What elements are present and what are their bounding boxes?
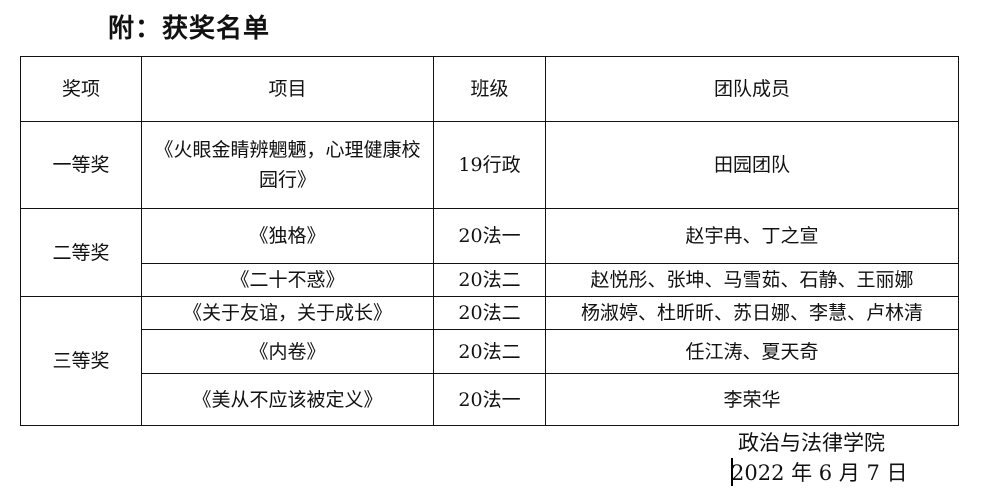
members-cell: 李荣华 — [545, 373, 959, 426]
class-cell: 20法一 — [433, 208, 546, 264]
project-cell: 《二十不惑》 — [141, 263, 434, 297]
class-cell: 20法二 — [433, 296, 546, 330]
class-cell: 20法二 — [433, 329, 546, 374]
class-cell: 19行政 — [433, 121, 546, 209]
table-row: 《内卷》 20法二 任江涛、夏天奇 — [21, 329, 959, 374]
award-cell: 三等奖 — [20, 296, 142, 426]
table-row: 《美从不应该被定义》 20法一 李荣华 — [21, 373, 959, 426]
award-table: 奖项 项目 班级 团队成员 一等奖 《火眼金睛辨魍魉，心理健康校园行》 19行政… — [20, 56, 959, 426]
footer-date-line[interactable]: 2022 年 6 月 7 日 — [731, 457, 908, 487]
table-header-row: 奖项 项目 班级 团队成员 — [20, 56, 959, 122]
class-cell: 20法二 — [433, 263, 546, 297]
members-cell: 田园团队 — [545, 121, 959, 209]
footer-organization: 政治与法律学院 — [738, 431, 885, 455]
footer-date: 2022 年 6 月 7 日 — [731, 461, 908, 485]
members-cell: 杨淑婷、杜昕昕、苏日娜、李慧、卢林清 — [545, 296, 959, 330]
members-cell: 赵悦彤、张坤、马雪茹、石静、王丽娜 — [545, 263, 959, 297]
table-row: 《二十不惑》 20法二 赵悦彤、张坤、马雪茹、石静、王丽娜 — [21, 263, 959, 297]
project-cell: 《独格》 — [141, 208, 434, 264]
members-cell: 任江涛、夏天奇 — [545, 329, 959, 374]
table-row: 二等奖 《独格》 20法一 赵宇冉、丁之宣 — [20, 208, 959, 297]
project-cell: 《内卷》 — [141, 329, 434, 374]
document-title: 附：获奖名单 — [108, 14, 271, 44]
header-class: 班级 — [433, 56, 546, 122]
header-award: 奖项 — [20, 56, 142, 122]
project-cell: 《火眼金睛辨魍魉，心理健康校园行》 — [141, 121, 434, 209]
members-cell: 赵宇冉、丁之宣 — [545, 208, 959, 264]
project-cell: 《美从不应该被定义》 — [141, 373, 434, 426]
award-cell: 一等奖 — [20, 121, 142, 209]
table-row: 一等奖 《火眼金睛辨魍魉，心理健康校园行》 19行政 田园团队 — [20, 121, 959, 209]
award-cell: 二等奖 — [20, 208, 142, 297]
header-members: 团队成员 — [545, 56, 959, 122]
text-cursor — [731, 458, 733, 486]
project-cell: 《关于友谊，关于成长》 — [141, 296, 434, 330]
class-cell: 20法一 — [433, 373, 546, 426]
header-project: 项目 — [141, 56, 434, 122]
table-row: 三等奖 《关于友谊，关于成长》 20法二 杨淑婷、杜昕昕、苏日娜、李慧、卢林清 — [20, 296, 959, 426]
